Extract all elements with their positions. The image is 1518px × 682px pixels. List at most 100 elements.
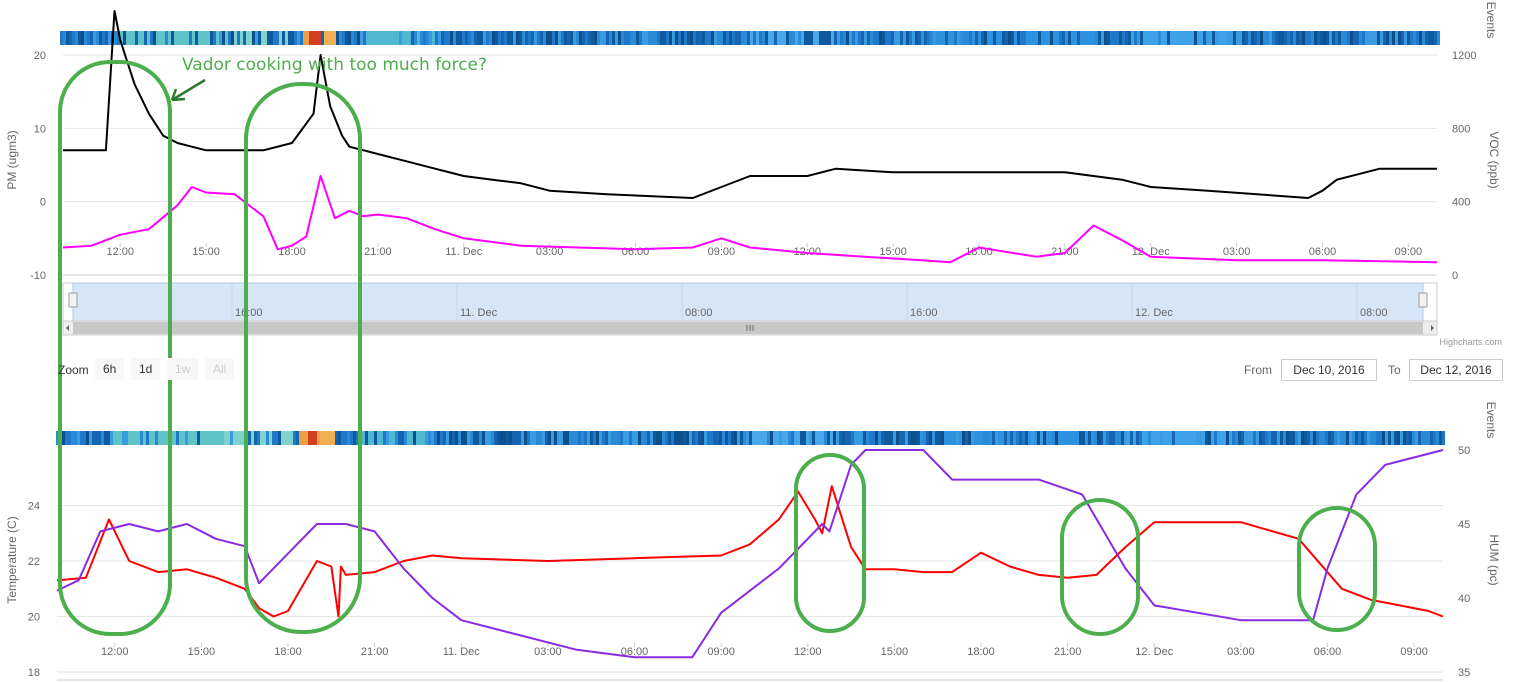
to-date-input[interactable] bbox=[1409, 359, 1503, 381]
event-strip-cell bbox=[1164, 31, 1167, 45]
event-strip-cell bbox=[429, 31, 432, 45]
x-tick-label: 03:00 bbox=[1227, 646, 1255, 658]
event-strip-cell bbox=[1221, 31, 1224, 45]
event-strip-cell bbox=[797, 431, 800, 445]
event-strip-cell bbox=[146, 431, 149, 445]
event-strip-cell bbox=[369, 31, 372, 45]
scrollbar-grip-icon bbox=[746, 325, 754, 331]
event-strip-cell bbox=[722, 431, 725, 445]
event-strip-cell bbox=[1190, 431, 1193, 445]
event-strip-cell bbox=[554, 431, 557, 445]
y-tick-label: 20 bbox=[28, 612, 40, 624]
scroll-right-arrow-icon[interactable] bbox=[1431, 325, 1434, 331]
event-strip-cell bbox=[1427, 431, 1430, 445]
event-strip-cell bbox=[123, 31, 126, 45]
series-line-2[interactable] bbox=[62, 175, 1438, 264]
y2-tick-label: 800 bbox=[1452, 123, 1470, 135]
event-strip-cell bbox=[572, 431, 575, 445]
event-strip-cell bbox=[461, 431, 464, 445]
event-strip-cell bbox=[1346, 431, 1349, 445]
event-strip-cell bbox=[1043, 431, 1046, 445]
event-strip-cell bbox=[515, 431, 518, 445]
event-strip-cell bbox=[794, 431, 797, 445]
zoom-1d-button[interactable]: 1d bbox=[131, 358, 161, 380]
event-strip-cell bbox=[1406, 431, 1409, 445]
zoom-all-button[interactable]: All bbox=[205, 358, 235, 380]
navigator-scrollbar-thumb[interactable] bbox=[73, 322, 1423, 334]
event-strip-cell bbox=[900, 31, 903, 45]
event-strip-cell bbox=[873, 31, 876, 45]
event-strip-cell bbox=[1374, 31, 1377, 45]
event-strip-cell bbox=[1239, 31, 1242, 45]
event-strip-cell bbox=[1391, 431, 1394, 445]
event-strip-cell bbox=[1268, 431, 1271, 445]
event-strip-cell bbox=[1085, 431, 1088, 445]
event-strip-cell bbox=[806, 431, 809, 445]
event-strip-cell bbox=[951, 31, 954, 45]
event-strip-cell bbox=[1218, 31, 1221, 45]
event-strip-cell bbox=[840, 31, 843, 45]
event-strip-cell bbox=[683, 431, 686, 445]
bottom-left-axis-title: Temperature (C) bbox=[5, 516, 19, 603]
event-strip-cell bbox=[329, 431, 332, 445]
event-strip-cell bbox=[569, 431, 572, 445]
event-strip-cell bbox=[735, 31, 738, 45]
event-strip-cell bbox=[1424, 431, 1427, 445]
event-strip-cell bbox=[1178, 431, 1181, 445]
event-strip-cell bbox=[1134, 31, 1137, 45]
event-strip-cell bbox=[615, 31, 618, 45]
x-tick-label: 12:00 bbox=[106, 246, 134, 258]
event-strip-cell bbox=[276, 31, 279, 45]
event-strip-cell bbox=[1230, 31, 1233, 45]
zoom-6h-button[interactable]: 6h bbox=[95, 358, 125, 380]
event-strip-cell bbox=[150, 31, 153, 45]
scroll-left-arrow-icon[interactable] bbox=[66, 325, 69, 331]
event-strip-cell bbox=[534, 31, 537, 45]
navigator-selection[interactable] bbox=[72, 282, 1424, 322]
event-strip-cell bbox=[494, 431, 497, 445]
event-strip-cell bbox=[381, 31, 384, 45]
from-date-input[interactable] bbox=[1281, 359, 1377, 381]
event-strip-cell bbox=[645, 31, 648, 45]
event-strip-cell bbox=[63, 31, 66, 45]
series-line-2[interactable] bbox=[56, 449, 1444, 659]
bottom-chart-grid bbox=[57, 505, 1443, 681]
event-strip-cell bbox=[1286, 431, 1289, 445]
event-strip-cell bbox=[305, 431, 308, 445]
event-strip-cell bbox=[1379, 431, 1382, 445]
navigator-right-handle[interactable] bbox=[1418, 292, 1428, 308]
event-strip-cell bbox=[896, 431, 899, 445]
event-strip-cell bbox=[1029, 31, 1032, 45]
x-tick-label: 09:00 bbox=[708, 246, 736, 258]
event-strip-cell bbox=[834, 31, 837, 45]
event-strip-cell bbox=[153, 31, 156, 45]
event-strip-cell bbox=[114, 31, 117, 45]
event-strip-cell bbox=[920, 431, 923, 445]
event-strip-cell bbox=[1130, 431, 1133, 445]
event-strip-cell bbox=[803, 431, 806, 445]
event-strip-cell bbox=[1140, 31, 1143, 45]
event-strip-cell bbox=[525, 31, 528, 45]
event-strip-cell bbox=[1059, 31, 1062, 45]
event-strip-cell bbox=[272, 431, 275, 445]
event-strip-cell bbox=[1209, 31, 1212, 45]
event-strip-cell bbox=[1259, 431, 1262, 445]
navigator-left-handle[interactable] bbox=[68, 292, 78, 308]
series-line-1[interactable] bbox=[63, 10, 1437, 199]
event-strip-cell bbox=[290, 431, 293, 445]
zoom-1w-button[interactable]: 1w bbox=[167, 358, 199, 380]
event-strip-cell bbox=[480, 31, 483, 45]
event-strip-cell bbox=[686, 431, 689, 445]
event-strip-cell bbox=[524, 431, 527, 445]
event-strip-cell bbox=[1107, 31, 1110, 45]
event-strip-cell bbox=[1320, 31, 1323, 45]
event-strip-cell bbox=[611, 431, 614, 445]
series-line-1[interactable] bbox=[56, 485, 1444, 618]
credits-link[interactable]: Highcharts.com bbox=[1439, 337, 1502, 347]
event-strip-cell bbox=[1185, 31, 1188, 45]
event-strip-cell bbox=[420, 31, 423, 45]
event-strip-cell bbox=[708, 31, 711, 45]
event-strip-cell bbox=[486, 31, 489, 45]
event-strip-cell bbox=[1160, 431, 1163, 445]
x-tick-label: 11. Dec bbox=[443, 646, 481, 658]
